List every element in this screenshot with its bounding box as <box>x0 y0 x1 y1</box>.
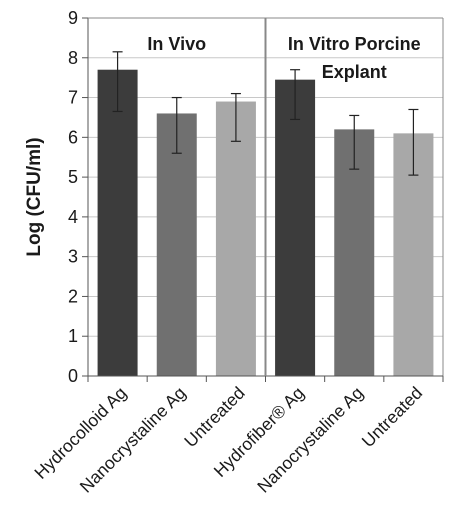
y-tick-label: 7 <box>68 88 78 108</box>
bar <box>275 79 316 377</box>
error-bar <box>230 92 241 142</box>
y-tick-label: 6 <box>68 127 78 147</box>
x-tick-label: Nanocrystaline Ag <box>76 383 190 497</box>
group-label-in-vivo: In Vivo <box>147 34 206 54</box>
y-tick-label: 1 <box>68 326 78 346</box>
y-tick-label: 9 <box>68 8 78 28</box>
error-bar <box>349 114 360 170</box>
error-bar <box>171 96 182 154</box>
bars <box>97 69 434 377</box>
error-bar <box>290 69 301 121</box>
x-tick-label: Untreated <box>358 383 426 451</box>
group-label-in-vitro-line-1: In Vitro Porcine <box>288 34 421 54</box>
axes <box>82 17 444 382</box>
bar <box>156 113 197 376</box>
y-tick-label: 2 <box>68 286 78 306</box>
y-tick-labels: 0 1 2 3 4 5 6 7 8 9 <box>68 8 78 386</box>
bar <box>97 69 138 376</box>
y-tick-label: 3 <box>68 247 78 267</box>
y-tick-label: 5 <box>68 167 78 187</box>
y-tick-label: 8 <box>68 48 78 68</box>
error-bar <box>408 108 419 176</box>
bar <box>334 129 375 376</box>
y-tick-label: 4 <box>68 207 78 227</box>
y-tick-label: 0 <box>68 366 78 386</box>
y-axis-label: Log (CFU/ml) <box>24 137 45 256</box>
error-bar <box>112 51 123 113</box>
x-tick-label: Nanocrystaline Ag <box>253 383 367 497</box>
group-label-in-vitro-line-2: Explant <box>322 62 387 82</box>
error-bars <box>112 51 419 176</box>
bar <box>215 101 256 377</box>
